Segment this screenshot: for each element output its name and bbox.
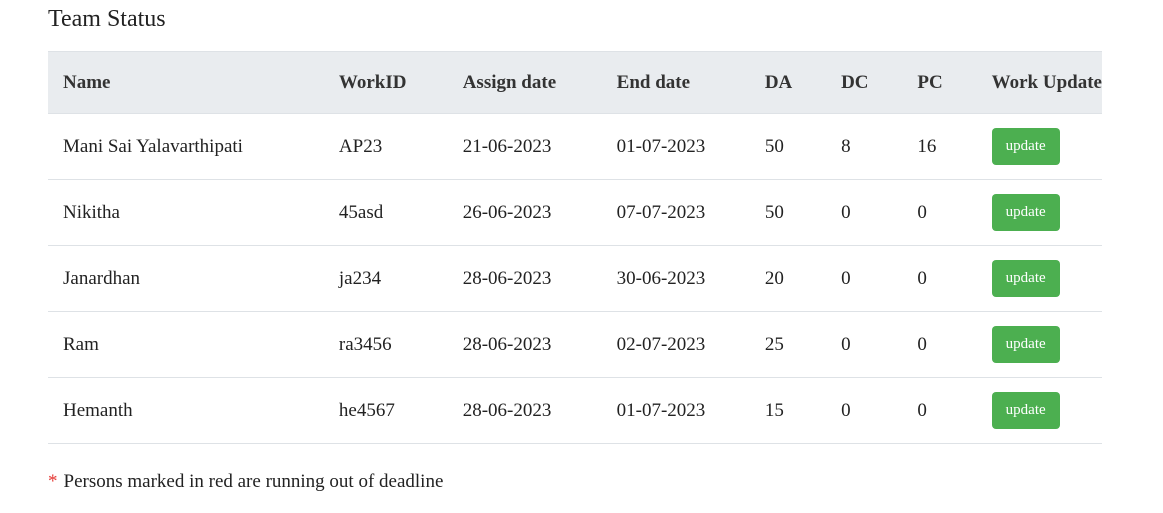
cell-workid: he4567 — [338, 399, 395, 421]
cell-dc: 0 — [841, 201, 851, 223]
update-button[interactable]: update — [991, 326, 1060, 363]
cell-work-update: update — [977, 246, 1102, 312]
cell-work-update: update — [977, 378, 1102, 444]
cell-workid: AP23 — [338, 135, 383, 157]
table-row: Janardhan ja234 28-06-2023 30-06-2023 20… — [48, 246, 1102, 312]
cell-pc: 0 — [917, 201, 927, 223]
cell-pc: 16 — [917, 135, 937, 157]
cell-work-update: update — [977, 114, 1102, 180]
table-body: Mani Sai Yalavarthipati AP23 21-06-2023 … — [48, 114, 1102, 444]
table-row: Mani Sai Yalavarthipati AP23 21-06-2023 … — [48, 114, 1102, 180]
header-da: DA — [749, 51, 827, 114]
header-pc: PC — [902, 51, 977, 114]
table-row: Ram ra3456 28-06-2023 02-07-2023 25 0 0 … — [48, 312, 1102, 378]
cell-dc: 0 — [841, 399, 851, 421]
header-end-date: End date — [601, 51, 750, 114]
deadline-footnote: * Persons marked in red are running out o… — [48, 471, 443, 493]
cell-end-date: 30-06-2023 — [616, 267, 706, 289]
cell-work-update: update — [977, 180, 1102, 246]
cell-workid: ra3456 — [338, 333, 392, 355]
cell-name: Nikitha — [63, 201, 120, 223]
header-name: Name — [48, 51, 324, 114]
cell-name: Mani Sai Yalavarthipati — [63, 135, 243, 157]
header-assign-date: Assign date — [447, 51, 602, 114]
cell-end-date: 01-07-2023 — [616, 135, 706, 157]
table-row: Nikitha 45asd 26-06-2023 07-07-2023 50 0… — [48, 180, 1102, 246]
cell-da: 20 — [764, 267, 784, 289]
cell-da: 15 — [764, 399, 784, 421]
update-button[interactable]: update — [991, 392, 1060, 429]
update-button[interactable]: update — [991, 260, 1060, 297]
cell-pc: 0 — [917, 399, 927, 421]
cell-dc: 8 — [841, 135, 851, 157]
cell-da: 50 — [764, 201, 784, 223]
cell-assign-date: 21-06-2023 — [462, 135, 552, 157]
cell-end-date: 02-07-2023 — [616, 333, 706, 355]
cell-assign-date: 28-06-2023 — [462, 333, 552, 355]
update-button[interactable]: update — [991, 128, 1060, 165]
table-header: Name WorkID Assign date End date DA DC P… — [48, 51, 1102, 114]
cell-assign-date: 28-06-2023 — [462, 267, 552, 289]
team-status-table: Name WorkID Assign date End date DA DC P… — [48, 51, 1102, 444]
footnote-text: Persons marked in red are running out of… — [63, 471, 444, 492]
cell-end-date: 01-07-2023 — [616, 399, 706, 421]
page-title: Team Status — [48, 6, 166, 32]
cell-da: 25 — [764, 333, 784, 355]
cell-assign-date: 26-06-2023 — [462, 201, 552, 223]
cell-pc: 0 — [917, 267, 927, 289]
header-workid: WorkID — [323, 51, 448, 114]
cell-da: 50 — [764, 135, 784, 157]
cell-dc: 0 — [841, 333, 851, 355]
cell-pc: 0 — [917, 333, 927, 355]
cell-assign-date: 28-06-2023 — [462, 399, 552, 421]
cell-name: Janardhan — [63, 267, 141, 289]
cell-dc: 0 — [841, 267, 851, 289]
cell-workid: ja234 — [338, 267, 382, 289]
cell-work-update: update — [977, 312, 1102, 378]
cell-end-date: 07-07-2023 — [616, 201, 706, 223]
footnote-asterisk: * — [48, 471, 58, 492]
cell-name: Ram — [63, 333, 99, 355]
cell-name: Hemanth — [63, 399, 133, 421]
table-row: Hemanth he4567 28-06-2023 01-07-2023 15 … — [48, 378, 1102, 444]
header-row: Name WorkID Assign date End date DA DC P… — [48, 51, 1102, 114]
header-work-update: Work Update — [976, 51, 1102, 114]
update-button[interactable]: update — [991, 194, 1060, 231]
cell-workid: 45asd — [338, 201, 384, 223]
header-dc: DC — [826, 51, 903, 114]
